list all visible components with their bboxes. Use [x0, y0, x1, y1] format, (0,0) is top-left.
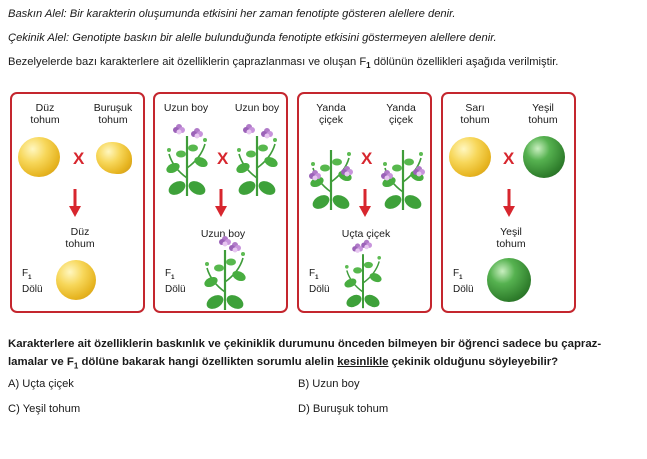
result-label: Uzun boy [200, 228, 246, 240]
side-flower-plant-image [379, 148, 427, 212]
cross-panel-seed-shape: Düz tohum Buruşuk tohum X Düz tohum F1 Dölü [10, 92, 145, 313]
tall-plant-image [163, 124, 211, 198]
definition-recessive: Çekinik Alel: Genotipte baskın bir alell… [8, 32, 497, 44]
smooth-seed-image [18, 137, 60, 177]
option-a[interactable]: A) Uçta çiçek [8, 378, 74, 390]
f1-tall-plant-image [201, 236, 249, 312]
option-c[interactable]: C) Yeşil tohum [8, 403, 81, 415]
down-arrow-icon [503, 189, 515, 217]
cross-symbol: X [503, 149, 515, 168]
parent-right-label: Yeşil tohum [528, 102, 558, 126]
result-label: Uçta çiçek [341, 228, 391, 240]
wrinkled-seed-image [96, 142, 132, 174]
question-line-2: lamalar ve F1 dölüne bakarak hangi özell… [8, 356, 559, 371]
f1-green-seed-image [487, 258, 531, 302]
question-line-1: Karakterlere ait özelliklerin baskınlık … [8, 338, 602, 350]
intro-text: Bezelyelerde bazı karakterlere ait özell… [8, 56, 559, 71]
option-b[interactable]: B) Uzun boy [298, 378, 360, 390]
result-label: Düz tohum [65, 226, 95, 250]
f1-tip-flower-plant-image [341, 239, 385, 310]
parent-left-label: Uzun boy [163, 102, 209, 114]
parent-right-label: Buruşuk tohum [93, 102, 133, 126]
green-seed-image [523, 136, 565, 178]
parent-left-label: Yanda çiçek [316, 102, 346, 126]
option-d[interactable]: D) Buruşuk tohum [298, 403, 389, 415]
cross-panel-plant-height: Uzun boy Uzun boy X Uzun boy F1 Dölü [153, 92, 288, 313]
parent-right-label: Uzun boy [234, 102, 280, 114]
f1-generation-label: F1 Dölü [22, 268, 43, 295]
f1-generation-label: F1 Dölü [453, 268, 474, 295]
parent-right-label: Yanda çiçek [386, 102, 416, 126]
down-arrow-icon [69, 189, 81, 217]
f1-smooth-seed-image [56, 260, 96, 300]
cross-symbol: X [361, 149, 373, 168]
cross-symbol: X [217, 149, 229, 168]
down-arrow-icon [215, 189, 227, 217]
tall-plant-image [233, 124, 281, 198]
yellow-seed-image [449, 137, 491, 177]
f1-generation-label: F1 Dölü [309, 268, 330, 295]
cross-panel-seed-color: Sarı tohum Yeşil tohum X Yeşil tohum F1 Dölü [441, 92, 576, 313]
parent-left-label: Sarı tohum [460, 102, 490, 126]
cross-symbol: X [73, 149, 85, 168]
f1-generation-label: F1 Dölü [165, 268, 186, 295]
emphasis-word: kesinlikle [337, 356, 389, 368]
result-label: Yeşil tohum [496, 226, 526, 250]
side-flower-plant-image [307, 148, 355, 212]
down-arrow-icon [359, 189, 371, 217]
definition-dominant: Baskın Alel: Bir karakterin oluşumunda e… [8, 8, 456, 20]
parent-left-label: Düz tohum [30, 102, 60, 126]
cross-panel-flower-position: Yanda çiçek Yanda çiçek X Uçta çiçek F1 Döl… [297, 92, 432, 313]
